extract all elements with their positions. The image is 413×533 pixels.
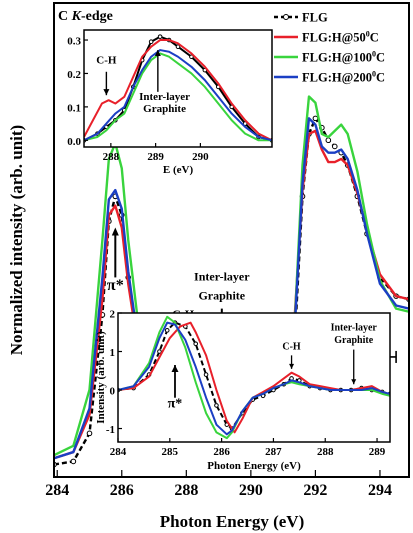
inset-bottom-x-axis-title: Photon Energy (eV)	[207, 460, 301, 472]
inset-bottom-x-tick-label: 289	[369, 446, 386, 458]
inset-top-annotation: Graphite	[143, 103, 186, 115]
main-x-tick-label: 292	[303, 482, 327, 499]
legend-label: FLG:H@1000C	[302, 50, 385, 65]
inset-bottom-series-group	[118, 315, 390, 440]
inset-top-series-point	[189, 54, 194, 60]
main-x-tick-label: 290	[239, 482, 263, 499]
inset-bottom-panel: 284 285 286 287 288 289 -1 0 1 2 π* C-H Inter-layer G…	[95, 309, 391, 472]
inset-bottom-series-line-3	[118, 321, 390, 436]
inset-bottom-y-axis-title: Intensity (arb. unit)	[95, 331, 107, 424]
legend: FLG FLG:H@500C FLG:H@1000C FLG:H@2000C	[274, 11, 385, 85]
inset-bottom-x-tick-label: 288	[317, 446, 334, 458]
inset-bottom-annotation: π*	[168, 396, 183, 411]
inset-top-series-point	[242, 121, 248, 126]
inset-top-annotation: Inter-layer	[139, 91, 190, 103]
main-y-axis-title: Normalized intensity (arb. unit)	[7, 125, 26, 355]
inset-bottom-annotation: C-H	[282, 342, 301, 353]
inset-bottom-y-tick-label: 0	[110, 386, 116, 398]
inset-bottom-x-tick-label: 287	[265, 446, 282, 458]
inset-top-series-point	[157, 34, 163, 39]
pi-star-arrow-head	[111, 227, 119, 236]
legend-label: FLG:H@500C	[302, 30, 379, 45]
inset-top-y-tick-label: 0.1	[67, 102, 81, 114]
inset-top-x-axis-title: E (eV)	[163, 164, 194, 176]
legend-marker	[283, 14, 289, 20]
legend-label: FLG	[302, 11, 328, 25]
inset-top-background	[84, 30, 272, 147]
main-x-tick-label: 284	[45, 482, 69, 499]
inset-top-x-tick-label: 289	[147, 151, 164, 163]
main-annotation: π*	[107, 277, 124, 294]
inset-top-series-line-1	[84, 39, 272, 142]
inset-bottom-x-tick-label: 284	[110, 446, 127, 458]
inset-top-interlayer-arrow-head	[154, 50, 161, 57]
main-x-tick-label: 286	[110, 482, 134, 499]
inset-top-panel: 288 289 290 0.0 0.1 0.2 0.3 C-H Inter-layerGraph…	[67, 29, 273, 176]
main-panel-label: C K-edge	[58, 9, 113, 24]
inset-bottom-series-point	[193, 341, 199, 347]
inset-bottom-series-point	[203, 372, 209, 377]
main-annotation: Inter-layer	[194, 270, 250, 284]
inset-bottom-frame	[117, 312, 391, 443]
main-frame	[53, 2, 410, 478]
inset-bottom-x-tick-label: 285	[162, 446, 179, 458]
inset-bottom-pi-arrow-head	[171, 364, 179, 372]
main-series-point	[86, 430, 93, 437]
inset-top-y-tick-label: 0.0	[67, 136, 81, 148]
inset-top-series-point	[148, 39, 154, 45]
inset-top-series-point	[175, 44, 181, 50]
main-x-tick-label: 294	[368, 482, 392, 499]
inset-top-x-tick-label: 290	[192, 151, 209, 163]
main-x-tick-label: 288	[174, 482, 198, 499]
inset-bottom-background	[118, 313, 390, 442]
inset-top-series-line-3	[84, 49, 272, 142]
inset-bottom-series-point	[164, 328, 170, 333]
main-series-point	[331, 143, 338, 150]
inset-top-series-group	[84, 34, 272, 143]
main-annotation: Graphite	[198, 288, 245, 302]
main-series-point	[312, 115, 319, 122]
inset-top-annotation: C-H	[96, 54, 117, 66]
main-panel: 284286288290292294π*C-HInter-layerGraphi…	[45, 2, 410, 499]
inset-bottom-interlayer-arrow-head	[351, 379, 357, 385]
inset-bottom-annotation: Graphite	[334, 335, 373, 346]
inset-bottom-series-point	[214, 403, 219, 408]
inset-bottom-y-tick-label: 1	[110, 347, 116, 359]
inset-bottom-y-tick-label: 2	[110, 309, 116, 321]
inset-bottom-x-tick-label: 286	[213, 446, 230, 458]
legend-label: FLG:H@2000C	[302, 70, 385, 85]
inset-top-y-tick-label: 0.3	[67, 36, 81, 48]
main-series-point	[325, 137, 332, 144]
inset-bottom-ch-arrow-head	[289, 363, 295, 369]
inset-top-ch-arrow-head	[103, 89, 110, 96]
inset-top-series-line-2	[84, 52, 272, 142]
inset-top-y-tick-label: 0.2	[67, 69, 81, 81]
inset-bottom-annotation: Inter-layer	[331, 322, 378, 333]
main-series-point	[70, 458, 77, 465]
inset-bottom-series-point	[157, 349, 162, 354]
inset-top-x-tick-label: 288	[103, 151, 120, 163]
inset-top-frame	[83, 29, 273, 148]
main-x-axis-title: Photon Energy (eV)	[160, 512, 304, 531]
inset-bottom-y-tick-label: -1	[106, 424, 115, 436]
